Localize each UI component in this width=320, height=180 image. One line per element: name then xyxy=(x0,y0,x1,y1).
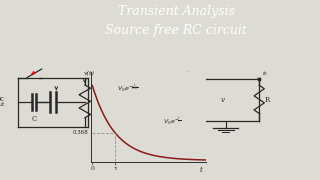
Text: C: C xyxy=(31,115,37,123)
Text: $i_C$: $i_C$ xyxy=(186,69,192,78)
Text: $V_0e^{-\frac{t}{\tau}}$: $V_0e^{-\frac{t}{\tau}}$ xyxy=(163,116,181,129)
Text: Source free RC circuit: Source free RC circuit xyxy=(105,24,247,37)
Text: Transient Analysis: Transient Analysis xyxy=(117,5,235,18)
Text: $i_R$: $i_R$ xyxy=(262,69,268,78)
Text: v: v xyxy=(220,96,224,104)
Text: R: R xyxy=(92,97,97,105)
Text: v(t): v(t) xyxy=(84,71,95,76)
Text: +: + xyxy=(197,91,203,97)
Text: −: − xyxy=(197,102,204,111)
Text: DC
Input: DC Input xyxy=(0,97,5,107)
Text: 0.368: 0.368 xyxy=(73,130,88,135)
Text: t: t xyxy=(199,166,202,174)
Text: C: C xyxy=(179,96,184,104)
Text: $V_0e^{-\frac{t}{RC}}$: $V_0e^{-\frac{t}{RC}}$ xyxy=(116,83,138,95)
Text: R: R xyxy=(265,96,270,104)
